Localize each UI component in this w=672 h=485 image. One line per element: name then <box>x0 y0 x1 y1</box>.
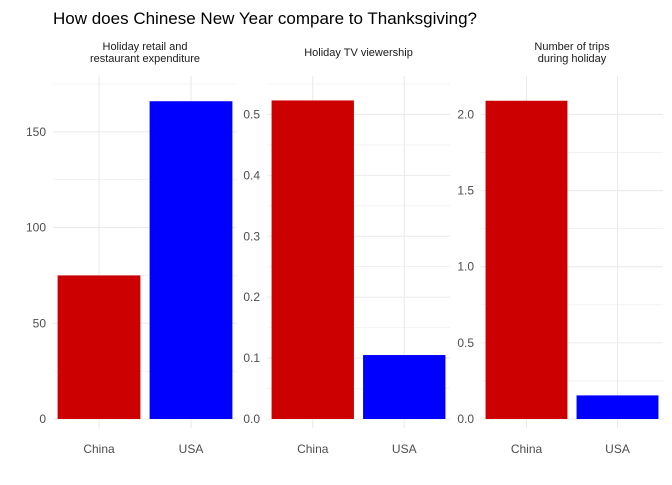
x-tick-label: China <box>511 442 543 456</box>
y-tick-label: 100 <box>26 221 46 235</box>
panel-expenditure: 0 50 100 150 China USA Holiday retail and resta… <box>26 41 237 456</box>
facet-title: Number of trips during holiday <box>534 41 610 65</box>
bar-usa <box>363 355 446 419</box>
facet-title: Holiday retail and restaurant expenditure <box>90 41 200 65</box>
y-tick-label: 0.3 <box>243 229 260 243</box>
facet-title: Holiday TV viewership <box>304 47 413 59</box>
bar-usa <box>576 395 659 419</box>
y-tick-label: 0.0 <box>243 412 260 426</box>
y-tick-label: 1.0 <box>457 260 474 274</box>
y-tick-label: 0.4 <box>243 168 260 182</box>
bar-china <box>485 100 568 419</box>
panel-trips: 0.0 0.5 1.0 1.5 2.0 China USA Number of trips du… <box>457 41 663 456</box>
y-tick-label: 0.5 <box>457 336 474 350</box>
x-tick-label: USA <box>605 442 630 456</box>
bar-china <box>57 275 141 419</box>
y-tick-label: 0.1 <box>243 351 260 365</box>
y-tick-label: 50 <box>33 316 47 330</box>
y-tick-label: 0 <box>39 412 46 426</box>
x-tick-label: USA <box>179 442 204 456</box>
x-tick-label: China <box>297 442 329 456</box>
panel-tv-viewership: 0.0 0.1 0.2 0.3 0.4 0.5 China USA Holiday TV vie… <box>243 47 450 456</box>
y-tick-label: 2.0 <box>457 107 474 121</box>
y-tick-label: 0.5 <box>243 107 260 121</box>
bar-china <box>271 100 354 419</box>
x-tick-label: USA <box>392 442 417 456</box>
bar-usa <box>149 101 233 419</box>
x-tick-label: China <box>83 442 115 456</box>
y-tick-label: 0.0 <box>457 412 474 426</box>
y-tick-label: 0.2 <box>243 290 260 304</box>
y-tick-label: 150 <box>26 125 46 139</box>
chart-title: How does Chinese New Year compare to Tha… <box>53 9 477 28</box>
y-tick-label: 1.5 <box>457 184 474 198</box>
